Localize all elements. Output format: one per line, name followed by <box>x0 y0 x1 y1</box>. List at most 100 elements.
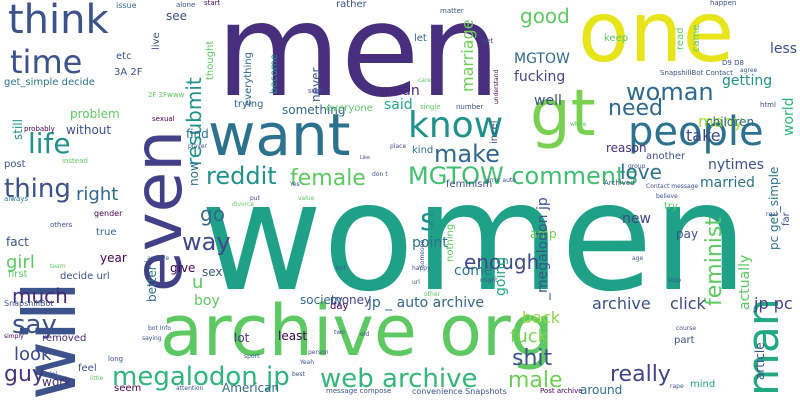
word-bot: bot <box>336 265 346 272</box>
word-become: become <box>269 53 280 94</box>
word-value: value <box>298 195 315 202</box>
word-archive: archive <box>592 294 651 313</box>
word-way: way <box>182 228 231 256</box>
word-fact: fact <box>6 235 29 249</box>
word-feminism: feminism <box>446 179 493 190</box>
word-year: year <box>100 251 127 265</box>
word-mind: mind <box>690 379 716 390</box>
word-always: always <box>4 195 29 203</box>
word-seem: seem <box>114 383 142 394</box>
word-much: much <box>12 284 68 308</box>
word-far: far <box>781 212 792 226</box>
word-come: come <box>454 263 493 279</box>
word-happen: happen <box>710 0 737 7</box>
word-age: age <box>632 255 644 262</box>
word-men: men <box>216 0 501 126</box>
word-mean: mean <box>380 83 420 99</box>
word-now: now <box>187 161 201 186</box>
word-alone: alone <box>176 1 196 9</box>
word-nothing: nothing <box>445 223 456 262</box>
word-pay: pay <box>676 227 699 241</box>
word-reason: reason <box>606 141 647 155</box>
word-put: put <box>250 195 260 202</box>
word-better: better <box>145 265 159 302</box>
word-know: know <box>408 105 504 146</box>
word-work: work <box>42 375 72 389</box>
word-megalodon-jp-underscore: _megalodon jp <box>535 197 551 300</box>
word-love: love <box>620 160 662 184</box>
word-saying: saying <box>142 335 162 342</box>
word-yet: yet <box>482 37 494 45</box>
word-url: url <box>412 279 420 286</box>
word-d9-d8: D9 D8 <box>722 59 744 67</box>
word-matter: matter <box>440 7 464 15</box>
word-many: many <box>698 112 743 131</box>
word-convenience-snapshots: convenience Snapshots <box>412 387 507 396</box>
word-megalodon-jp: megalodon jp <box>112 362 290 392</box>
word-u: u <box>192 272 204 293</box>
word-2f-2fwww: 2F 2Fwww <box>148 91 185 99</box>
word-like: Like <box>360 155 370 161</box>
word-team: team <box>50 263 66 270</box>
word-society: society <box>300 293 343 307</box>
word-lot: lot <box>234 331 250 345</box>
word-click: click <box>670 294 706 313</box>
word-trying: trying <box>234 99 264 110</box>
word-real: real <box>766 211 778 218</box>
word-point: point <box>412 235 448 251</box>
word-children: children <box>706 115 755 129</box>
word-said: said <box>384 97 413 113</box>
word-html: html <box>760 101 776 109</box>
word-guy: guy <box>4 362 45 387</box>
word-archive-org: archive org <box>160 290 554 372</box>
word-lol: lol <box>50 371 58 378</box>
word-yeah: Yeah <box>300 359 315 366</box>
word-web-archive: web archive <box>320 364 478 394</box>
word-divorce: divorce <box>232 201 255 208</box>
word-gt: gt <box>530 77 596 151</box>
word-rape: rape <box>670 383 684 390</box>
word-reddit: reddit <box>206 162 277 190</box>
word-archived: Archived <box>604 179 635 187</box>
word-agree: agree <box>740 67 758 74</box>
word-resubmit: resubmit <box>182 77 206 166</box>
word-issue: issue <box>116 1 137 10</box>
word-find: find <box>186 127 209 141</box>
word-look: look <box>14 344 52 365</box>
word-snapshillbot-contact: SnapshillBot Contact <box>660 69 733 77</box>
word-3a-2f: 3A 2F <box>114 67 143 78</box>
word-someone: Someone <box>419 239 426 268</box>
word-still: still <box>11 119 25 140</box>
word-getting: getting <box>722 73 773 89</box>
word-other: other <box>424 291 440 298</box>
word-long: long <box>108 355 124 363</box>
word-woman: woman <box>626 78 714 106</box>
word-kind: kind <box>412 145 434 156</box>
word-sex: sex <box>202 265 223 279</box>
word-another: another <box>646 151 686 162</box>
word-want: want <box>208 101 351 169</box>
word-bot-info: bot Info <box>148 325 172 332</box>
word-instead: instead <box>62 157 88 165</box>
word-think: think <box>8 0 109 43</box>
word-sexual: sexual <box>152 115 175 123</box>
word-don-t: don t <box>372 171 388 178</box>
word-women: women <box>200 151 748 325</box>
word-actually: actually <box>737 254 753 310</box>
word-believe: believe <box>656 193 678 200</box>
word-fuck: fuck <box>510 326 549 347</box>
word-give: give <box>170 261 196 275</box>
word-amp: amp <box>530 227 557 241</box>
word-mgtow: MGTOW <box>514 51 570 67</box>
word-yes: Yes <box>290 181 300 188</box>
word-old: old <box>360 331 370 338</box>
word-group: group <box>628 163 646 170</box>
word-married: married <box>700 175 755 191</box>
word-snapshillbot: SnapshillBot <box>4 299 54 308</box>
word-feminist: feminist <box>702 217 727 306</box>
word-go: go <box>200 202 225 226</box>
word-back: back <box>522 308 561 327</box>
word-start: start <box>204 0 221 7</box>
word-post: post <box>4 159 26 170</box>
